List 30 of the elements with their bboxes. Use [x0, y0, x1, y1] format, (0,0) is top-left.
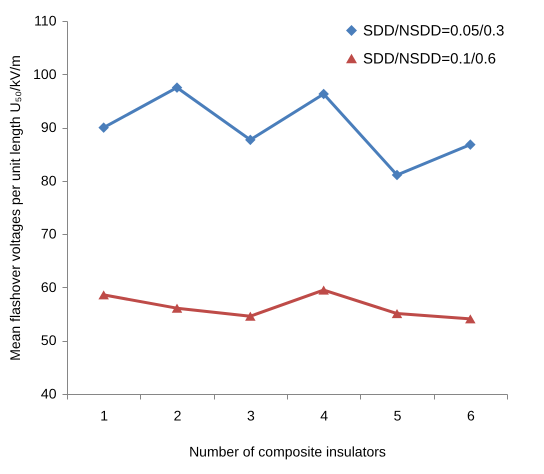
point: [172, 82, 182, 93]
point: [245, 134, 256, 146]
x-tick-label: 2: [174, 408, 182, 424]
x-tick-label: 3: [246, 408, 255, 424]
point: [465, 139, 476, 150]
x-tick-label: 4: [320, 408, 328, 424]
y-axis-title: Mean flashover voltages per unit length U₅₀/kV/m: [7, 55, 24, 361]
x-axis-title: Number of composite insulators: [189, 444, 386, 460]
point: [318, 286, 329, 295]
y-tick-label: 100: [33, 66, 57, 82]
y-tick-label: 80: [40, 172, 57, 188]
legend-label: SDD/NSDD=0.05/0.3: [363, 22, 504, 40]
point: [465, 314, 476, 324]
point: [318, 88, 329, 100]
x-tick-label: 5: [394, 408, 402, 424]
point: [98, 122, 109, 133]
point: [245, 312, 256, 321]
y-tick-label: 50: [40, 332, 57, 348]
y-tick-label: 60: [40, 278, 57, 295]
y-tick-label: 110: [34, 12, 57, 28]
y-tick-label: 90: [40, 119, 57, 136]
point: [172, 304, 182, 313]
point: [392, 309, 402, 318]
x-tick-label: 6: [466, 408, 475, 424]
y-tick-label: 70: [40, 226, 57, 242]
point: [392, 170, 402, 180]
legend-label: SDD/NSDD=0.1/0.6: [363, 50, 496, 68]
x-tick-label: 1: [100, 408, 108, 424]
point: [98, 290, 109, 300]
y-tick-label: 40: [40, 386, 57, 402]
